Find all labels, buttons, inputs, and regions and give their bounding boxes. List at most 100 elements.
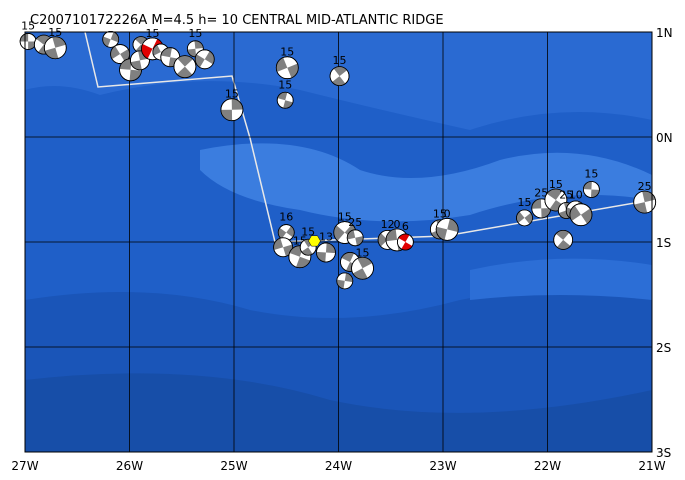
beachball-outline (329, 66, 350, 86)
beachball-quadrant (436, 226, 448, 241)
depth-label: 0 (394, 218, 401, 231)
beachball-quadrant (347, 229, 356, 240)
focal-mechanism (130, 50, 150, 71)
beachball-quadrant (546, 189, 563, 200)
beachball-quadrant (336, 279, 345, 289)
beachball-quadrant (286, 226, 295, 238)
depth-label: 12 (381, 218, 395, 231)
beachball-quadrant (583, 181, 592, 190)
beachball-quadrant (355, 236, 364, 246)
beachball-quadrant (524, 212, 533, 225)
beachball-quadrant (177, 55, 193, 67)
beachball-quadrant (332, 76, 346, 86)
beachball-quadrant (195, 54, 205, 68)
focal-mechanism (553, 229, 574, 250)
focal-mechanism (569, 203, 593, 227)
event-marker (308, 235, 321, 247)
beachball-quadrant (555, 230, 570, 240)
depth-label: 15 (356, 246, 370, 259)
depth-label: 15 (301, 225, 315, 238)
focal-mechanism (316, 242, 336, 263)
depth-label: 15 (518, 196, 532, 209)
beachball-quadrant (341, 252, 355, 262)
beachball-outline (544, 188, 568, 212)
beachball-outline (351, 256, 374, 280)
beachball-quadrant (160, 47, 172, 58)
beachball-outline (273, 237, 294, 258)
focal-mechanism (582, 181, 600, 198)
x-tick-label: 24W (325, 459, 352, 473)
beachball-quadrant (316, 251, 326, 262)
depth-label: 15 (433, 207, 447, 220)
beachball-outline (299, 238, 317, 256)
beachball-quadrant (344, 272, 353, 283)
focal-mechanism (19, 33, 37, 50)
beachball-quadrant (135, 36, 147, 45)
depth-label: 25 (534, 186, 548, 199)
beachball-quadrant (401, 242, 413, 250)
beachball-quadrant (152, 44, 161, 56)
y-tick-label: 1N (656, 26, 673, 40)
x-tick-label: 23W (429, 459, 456, 473)
focal-mechanism (220, 98, 244, 122)
depth-label: 25 (559, 189, 573, 202)
depth-label: 6 (402, 220, 409, 233)
beachball-quadrant (580, 208, 592, 224)
depth-label: 15 (280, 46, 294, 59)
beachball-outline (288, 245, 312, 269)
x-tick-label: 25W (220, 459, 247, 473)
beachball-quadrant (378, 233, 388, 247)
beachball-outline (316, 242, 336, 263)
depth-label: 15 (188, 27, 202, 40)
map-frame (24, 31, 653, 453)
y-tick-label: 0N (656, 131, 673, 145)
depth-label: 13 (319, 231, 333, 244)
y-tick-label: 1S (656, 236, 671, 250)
depth-label: 15 (549, 178, 563, 191)
beachball-outline (553, 229, 574, 250)
beachball-quadrant (333, 66, 348, 77)
focal-mechanism (275, 56, 299, 80)
beachball-quadrant (119, 58, 132, 70)
beachball-outline (130, 50, 150, 71)
focal-mechanism (102, 30, 120, 48)
focal-mechanism (299, 238, 317, 256)
x-tick-label: 21W (638, 459, 665, 473)
beachball-quadrant (204, 51, 215, 65)
beachball-outline (275, 56, 299, 80)
beachball-quadrant (398, 233, 410, 242)
beachball-quadrant (557, 239, 571, 250)
beachball-outline (516, 209, 533, 227)
beachball-quadrant (278, 227, 287, 240)
map-title: C200710172226A M=4.5 h= 10 CENTRAL MID-A… (30, 13, 444, 28)
beachball-outline (633, 190, 657, 214)
beachball-quadrant (176, 66, 193, 78)
beachball-outline (220, 98, 244, 122)
beachball-quadrant (130, 60, 142, 70)
beachball-quadrant (301, 247, 313, 256)
focal-mechanism (277, 224, 295, 241)
beachball-quadrant (220, 109, 233, 121)
focal-mechanism (435, 217, 459, 241)
beachball-quadrant (120, 49, 130, 63)
x-tick-label: 26W (116, 459, 143, 473)
depth-label: 16 (279, 211, 293, 224)
beachball-quadrant (129, 69, 142, 81)
beachball-quadrant (194, 40, 204, 49)
beachball-outline (110, 44, 130, 64)
focal-mechanism (336, 272, 354, 290)
beachball-quadrant (333, 225, 345, 241)
x-tick-label: 22W (534, 459, 561, 473)
beachball-quadrant (110, 45, 121, 60)
depth-label: 15 (145, 27, 159, 40)
y-tick-label: 3S (656, 446, 671, 460)
beachball-quadrant (187, 48, 197, 57)
beachball-outline (569, 203, 593, 227)
beachball-quadrant (231, 98, 243, 110)
beachball-outline (346, 229, 364, 247)
beachball-quadrant (325, 243, 336, 254)
depth-label: 25 (638, 180, 652, 193)
beachball-quadrant (569, 205, 581, 221)
